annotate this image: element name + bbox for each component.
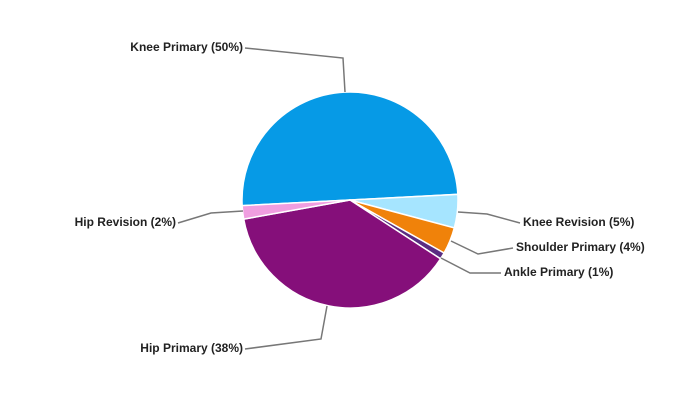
pie-slice (241, 199, 351, 220)
slice-label: Knee Primary (50%) (130, 40, 243, 54)
pie-slice (242, 199, 442, 309)
leader-line (450, 240, 514, 255)
leader-line (244, 305, 328, 350)
leader-line (440, 257, 501, 274)
slice-label: Shoulder Primary (4%) (516, 240, 645, 254)
leader-line (244, 47, 346, 93)
slice-label: Hip Revision (2%) (75, 215, 176, 229)
leader-line (457, 211, 521, 224)
slice-label: Knee Revision (5%) (523, 215, 634, 229)
pie-slice (241, 91, 459, 207)
slice-label: Hip Primary (38%) (140, 341, 243, 355)
leader-line (177, 210, 244, 224)
slice-label: Ankle Primary (1%) (504, 265, 613, 279)
